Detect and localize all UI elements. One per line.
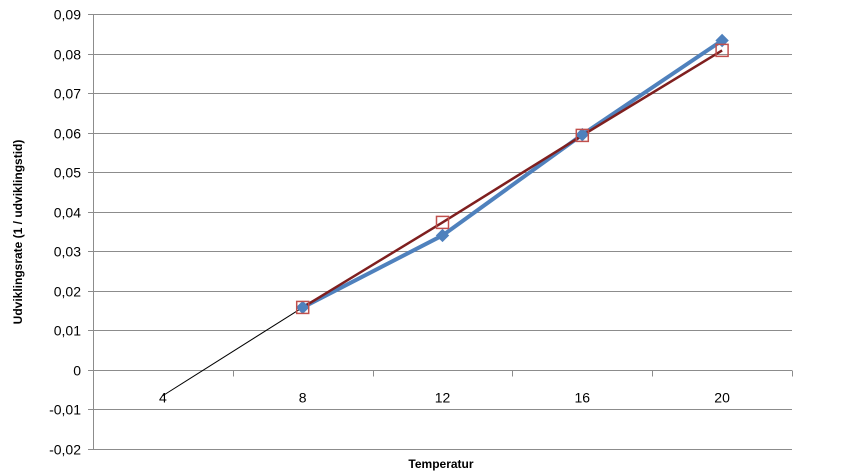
axes: [88, 14, 793, 450]
point-marker-diamond: [435, 228, 450, 243]
y-tick-label: 0,06: [54, 126, 81, 142]
x-tick-label: 8: [299, 390, 307, 406]
x-tick-label: 16: [575, 390, 591, 406]
y-tick-label: 0,01: [54, 323, 81, 339]
y-tick-label: 0,05: [54, 165, 81, 181]
y-tick-label: 0,07: [54, 86, 81, 102]
point-marker-square: [435, 215, 450, 230]
y-tick-label: 0: [73, 363, 81, 379]
y-tick-labels: -0,02 -0,01 0 0,01 0,02 0,03 0,04 0,05 0,06 0,07 0…: [49, 7, 81, 458]
y-tick-label: 0,08: [54, 47, 81, 63]
point-marker-square: [575, 128, 590, 143]
x-tick-label: 4: [159, 390, 167, 406]
series-line-trend: [162, 307, 303, 397]
series-line-blue: [301, 38, 724, 310]
series-line-red: [302, 49, 723, 309]
y-tick-label: -0,01: [49, 402, 81, 418]
y-tick-label: 0,03: [54, 244, 81, 260]
y-tick-label: -0,02: [49, 442, 81, 458]
x-tick-labels: 4 8 12 16 20: [159, 390, 730, 406]
point-marker-square: [295, 300, 310, 315]
series-group: [162, 33, 729, 397]
y-tick-label: 0,02: [54, 284, 81, 300]
y-axis-label: Udviklingsrate (1 / udviklingstid): [11, 140, 25, 325]
x-tick-label: 20: [714, 390, 730, 406]
y-tick-label: 0,04: [54, 205, 81, 221]
y-tick-label: 0,09: [54, 7, 81, 23]
point-marker-diamond: [715, 33, 729, 48]
x-tick-label: 12: [435, 390, 451, 406]
point-marker-square: [715, 43, 729, 58]
point-marker-diamond: [575, 127, 590, 142]
x-axis-label: Temperatur: [408, 457, 473, 471]
